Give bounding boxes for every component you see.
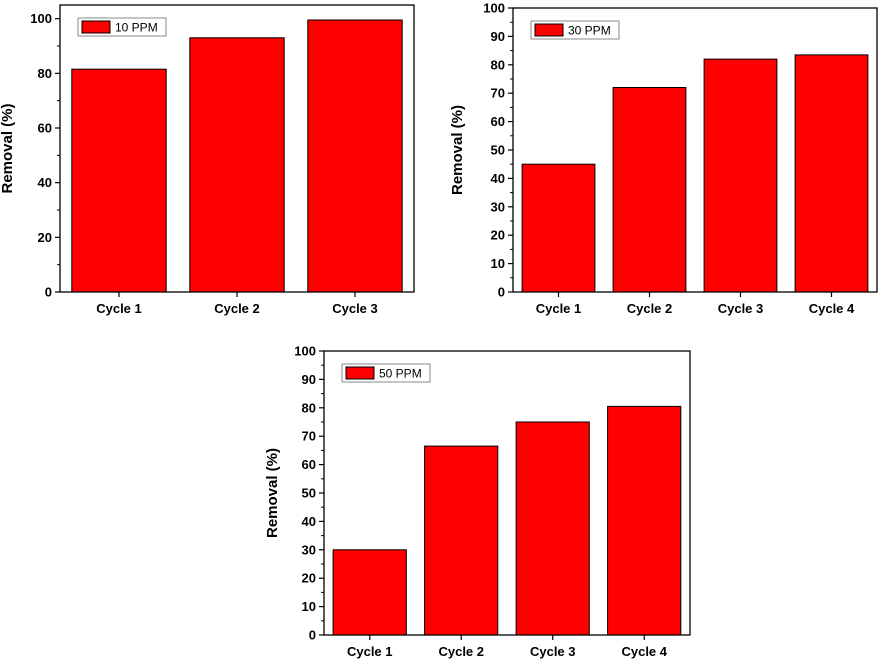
chart-panel-1: 0 20 40 60 80 100 Cycle 1 Cycle 2 Cycle 3 Removal… — [0, 4, 415, 316]
y-tick-label: 30 — [302, 542, 316, 557]
y-tick-label: 80 — [38, 66, 52, 81]
y-tick-label: 70 — [302, 429, 316, 444]
x-tick-label: Cycle 3 — [718, 301, 764, 316]
x-tick-label: Cycle 4 — [809, 301, 855, 316]
x-tick-label: Cycle 3 — [332, 301, 378, 316]
y-tick-label: 80 — [302, 400, 316, 415]
y-tick-label: 90 — [302, 372, 316, 387]
y-tick-label: 70 — [491, 86, 505, 101]
y-axis-title: Removal (%) — [449, 105, 466, 195]
x-tick-label: Cycle 3 — [530, 644, 576, 659]
legend-swatch — [81, 20, 111, 34]
y-tick-label: 100 — [483, 1, 505, 16]
y-tick-label: 60 — [302, 457, 316, 472]
y-tick-label: 80 — [491, 57, 505, 72]
y-tick-label: 50 — [302, 486, 316, 501]
y-tick-label: 100 — [294, 344, 316, 359]
y-tick-label: 40 — [38, 175, 52, 190]
y-tick-label: 90 — [491, 29, 505, 44]
y-axis-title: Removal (%) — [0, 103, 16, 193]
x-tick-label: Cycle 2 — [627, 301, 673, 316]
y-tick-label: 40 — [302, 514, 316, 529]
y-tick-label: 20 — [302, 571, 316, 586]
y-tick-label: 30 — [491, 199, 505, 214]
bar-cycle-2 — [424, 445, 499, 636]
x-tick-label: Cycle 2 — [438, 644, 484, 659]
bar-cycle-1 — [71, 68, 167, 293]
legend-swatch — [534, 23, 564, 37]
y-axis-title: Removal (%) — [264, 448, 281, 538]
y-tick-label: 60 — [491, 114, 505, 129]
chart-panel-2: 0 10 20 30 40 50 60 70 80 90 100 Cycle 1 Cycle 2 Cycl… — [449, 1, 878, 316]
bar-cycle-1 — [521, 163, 596, 293]
y-tick-label: 0 — [309, 628, 316, 643]
bar-cycle-2 — [612, 87, 687, 293]
legend-label: 10 PPM — [115, 21, 158, 35]
bar-cycle-4 — [607, 405, 682, 636]
legend-label: 30 PPM — [568, 24, 611, 38]
y-tick-label: 0 — [45, 285, 52, 300]
x-tick-label: Cycle 1 — [536, 301, 582, 316]
bar-cycle-2 — [189, 37, 285, 293]
y-tick-label: 100 — [30, 11, 52, 26]
y-tick-label: 20 — [491, 228, 505, 243]
y-tick-label: 10 — [491, 256, 505, 271]
y-tick-label: 10 — [302, 599, 316, 614]
chart-panel-3: 0 10 20 30 40 50 60 70 80 90 100 Cycle 1 Cycle 2 Cycl… — [264, 344, 691, 659]
bar-cycle-4 — [794, 54, 869, 293]
bar-cycle-3 — [515, 421, 590, 636]
x-tick-label: Cycle 2 — [214, 301, 260, 316]
y-tick-label: 40 — [491, 171, 505, 186]
legend-swatch — [345, 366, 375, 380]
y-tick-label: 20 — [38, 230, 52, 245]
x-tick-label: Cycle 1 — [96, 301, 142, 316]
legend-label: 50 PPM — [379, 367, 422, 381]
bar-cycle-1 — [332, 549, 407, 636]
x-tick-label: Cycle 1 — [347, 644, 393, 659]
y-tick-label: 50 — [491, 143, 505, 158]
y-tick-label: 0 — [498, 285, 505, 300]
bar-cycle-3 — [307, 19, 403, 293]
x-tick-label: Cycle 4 — [621, 644, 667, 659]
y-tick-label: 60 — [38, 121, 52, 136]
bar-cycle-3 — [703, 58, 778, 293]
